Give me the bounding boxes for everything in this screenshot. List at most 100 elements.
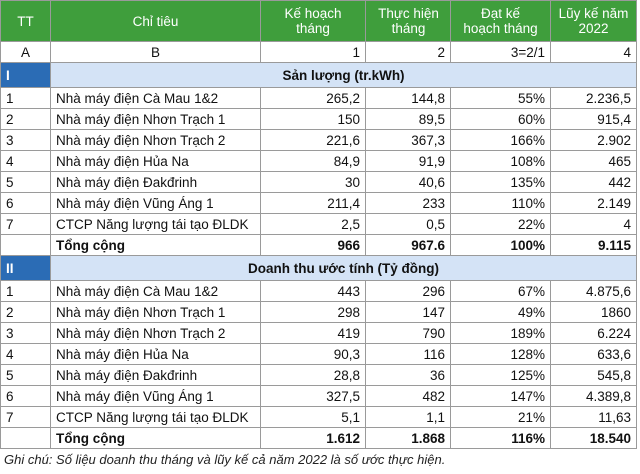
data-row: 6 Nhà máy điện Vũng Áng 1 327,5 482 147% 4.38… [0, 385, 637, 407]
section-title: Doanh thu ước tính (Tỷ đồng) [50, 255, 637, 281]
total-row: Tổng cộng 1.612 1.868 116% 18.540 [0, 427, 637, 449]
cell: 28,8 [260, 364, 366, 386]
note: Ghi chú: Số liệu doanh thu tháng và lũy … [4, 452, 446, 467]
cell: 4.875,6 [550, 280, 637, 302]
cell: 60% [450, 108, 551, 130]
cell: 465 [550, 150, 637, 172]
cell: 125% [450, 364, 551, 386]
cell: 1 [0, 87, 51, 109]
header-cell: Lũy kế năm 2022 [550, 0, 637, 42]
cell: 367,3 [365, 129, 451, 151]
cell: Nhà máy điện Cà Mau 1&2 [50, 280, 261, 302]
cell: 128% [450, 343, 551, 365]
cell: 633,6 [550, 343, 637, 365]
cell: 4 [0, 150, 51, 172]
data-row: 7 CTCP Năng lượng tái tạo ĐLDK 5,1 1,1 21% 11… [0, 406, 637, 428]
cell: 545,8 [550, 364, 637, 386]
data-row: 6 Nhà máy điện Vũng Áng 1 211,4 233 110% 2.14… [0, 192, 637, 214]
total-cell: Tổng cộng [50, 427, 261, 449]
cell: 442 [550, 171, 637, 193]
cell: 7 [0, 406, 51, 428]
cell: 915,4 [550, 108, 637, 130]
cell: Nhà máy điện Cà Mau 1&2 [50, 87, 261, 109]
cell: CTCP Năng lượng tái tạo ĐLDK [50, 406, 261, 428]
cell: 91,9 [365, 150, 451, 172]
cell: 482 [365, 385, 451, 407]
cell: 110% [450, 192, 551, 214]
cell: 22% [450, 213, 551, 235]
cell: 2.236,5 [550, 87, 637, 109]
cell [0, 427, 51, 449]
data-row: 3 Nhà máy điện Nhơn Trạch 2 221,6 367,3 166%… [0, 129, 637, 151]
cell: 5 [0, 171, 51, 193]
index-cell: B [50, 41, 261, 63]
total-cell: 966 [260, 234, 366, 256]
cell: 211,4 [260, 192, 366, 214]
cell: Nhà máy điện Hủa Na [50, 343, 261, 365]
cell: 40,6 [365, 171, 451, 193]
cell: 6 [0, 192, 51, 214]
cell: 2.149 [550, 192, 637, 214]
cell: 150 [260, 108, 366, 130]
data-row: 2 Nhà máy điện Nhơn Trạch 1 298 147 49% 1860 [0, 301, 637, 323]
cell: 116 [365, 343, 451, 365]
header-cell: Chỉ tiêu [50, 0, 261, 42]
data-table: TT Chỉ tiêu Kế hoạch tháng Thực hiện tháng Đ… [0, 0, 637, 449]
cell: 84,9 [260, 150, 366, 172]
section-row: II Doanh thu ước tính (Tỷ đồng) [0, 255, 637, 281]
total-cell: 18.540 [550, 427, 637, 449]
data-row: 7 CTCP Năng lượng tái tạo ĐLDK 2,5 0,5 22% 4 [0, 213, 637, 235]
data-row: 1 Nhà máy điện Cà Mau 1&2 265,2 144,8 55% 2.2… [0, 87, 637, 109]
index-cell: A [0, 41, 51, 63]
total-row: Tổng cộng 966 967.6 100% 9.115 [0, 234, 637, 256]
cell: 166% [450, 129, 551, 151]
cell: 135% [450, 171, 551, 193]
cell: 108% [450, 150, 551, 172]
index-cell: 3=2/1 [450, 41, 551, 63]
cell: 4 [0, 343, 51, 365]
cell: 443 [260, 280, 366, 302]
total-cell: 967.6 [365, 234, 451, 256]
cell: 36 [365, 364, 451, 386]
cell: 144,8 [365, 87, 451, 109]
total-cell: 9.115 [550, 234, 637, 256]
cell: 5 [0, 364, 51, 386]
cell: 419 [260, 322, 366, 344]
header-cell: Kế hoạch tháng [260, 0, 366, 42]
cell: Nhà máy điện Nhơn Trạch 2 [50, 129, 261, 151]
cell: 1 [0, 280, 51, 302]
cell: Nhà máy điện Vũng Áng 1 [50, 192, 261, 214]
cell: 1,1 [365, 406, 451, 428]
index-row: A B 1 2 3=2/1 4 [0, 41, 637, 63]
header-cell: TT [0, 0, 51, 42]
cell: 189% [450, 322, 551, 344]
data-row: 5 Nhà máy điện Đakđrinh 30 40,6 135% 442 [0, 171, 637, 193]
cell: 296 [365, 280, 451, 302]
data-row: 5 Nhà máy điện Đakđrinh 28,8 36 125% 545,8 [0, 364, 637, 386]
section-row: I Sản lượng (tr.kWh) [0, 62, 637, 88]
header-text: Kế hoạch tháng [284, 6, 342, 36]
cell: 49% [450, 301, 551, 323]
cell: 327,5 [260, 385, 366, 407]
cell: Nhà máy điện Nhơn Trạch 2 [50, 322, 261, 344]
cell: 0,5 [365, 213, 451, 235]
data-row: 2 Nhà máy điện Nhơn Trạch 1 150 89,5 60% 915,… [0, 108, 637, 130]
data-row: 1 Nhà máy điện Cà Mau 1&2 443 296 67% 4.875,6 [0, 280, 637, 302]
cell: 1860 [550, 301, 637, 323]
cell: CTCP Năng lượng tái tạo ĐLDK [50, 213, 261, 235]
cell: Nhà máy điện Nhơn Trạch 1 [50, 301, 261, 323]
cell: 89,5 [365, 108, 451, 130]
cell: 21% [450, 406, 551, 428]
cell: 2.902 [550, 129, 637, 151]
cell: 6 [0, 385, 51, 407]
cell: 2 [0, 108, 51, 130]
cell: Nhà máy điện Đakđrinh [50, 364, 261, 386]
cell: Nhà máy điện Vũng Áng 1 [50, 385, 261, 407]
cell: Nhà máy điện Đakđrinh [50, 171, 261, 193]
cell: 221,6 [260, 129, 366, 151]
cell: 4 [550, 213, 637, 235]
section-title: Sản lượng (tr.kWh) [50, 62, 637, 88]
data-row: 4 Nhà máy điện Hủa Na 90,3 116 128% 633,6 [0, 343, 637, 365]
cell: 30 [260, 171, 366, 193]
